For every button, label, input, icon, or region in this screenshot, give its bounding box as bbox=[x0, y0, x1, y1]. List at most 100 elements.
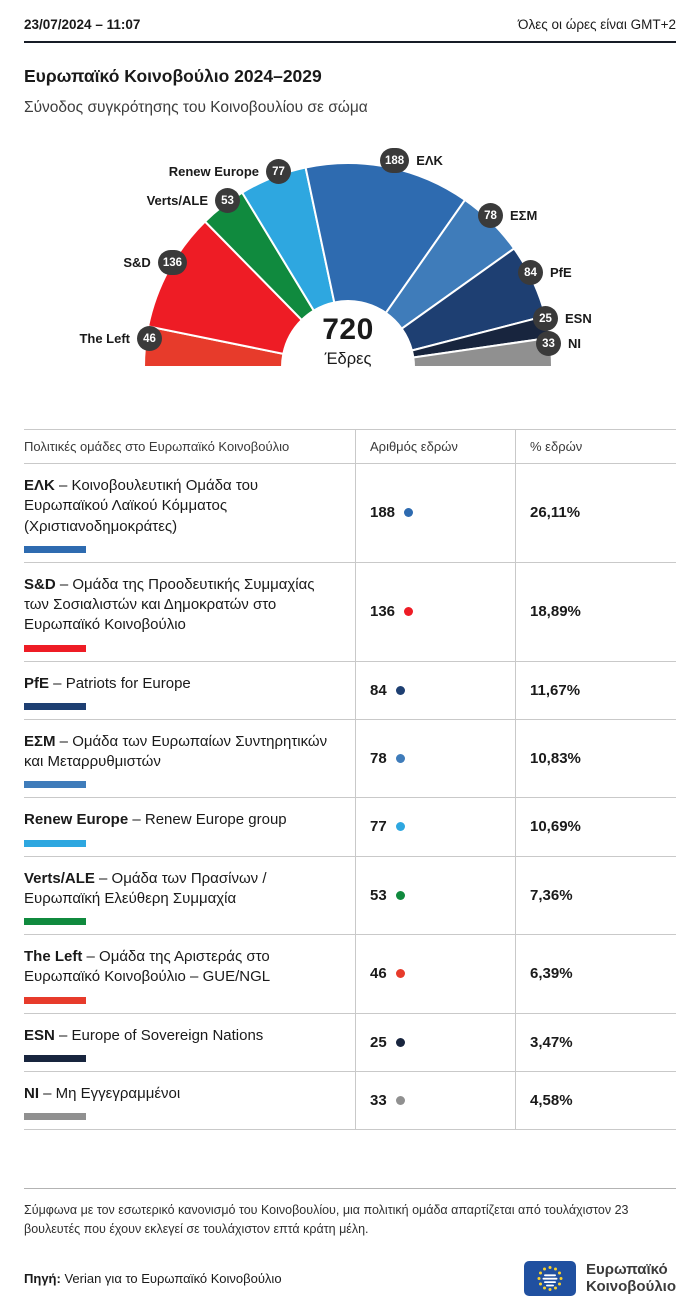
group-name-cell: ESN – Europe of Sovereign Nations bbox=[24, 1014, 355, 1071]
page-subtitle: Σύνοδος συγκρότησης του Κοινοβουλίου σε … bbox=[24, 99, 368, 116]
group-color-bar bbox=[24, 781, 86, 789]
group-description: ΕΣΜ – Ομάδα των Ευρωπαίων Συντηρητικών κ… bbox=[24, 732, 328, 770]
chart-label-elk: 188 ΕΛΚ bbox=[380, 148, 443, 173]
percent-cell: 6,39% bbox=[515, 935, 676, 1013]
table-row-verts: Verts/ALE – Ομάδα των Πρασίνων / Ευρωπαϊ… bbox=[24, 856, 676, 935]
percent-cell: 3,47% bbox=[515, 1013, 676, 1071]
group-name-cell: ΕΣΜ – Ομάδα των Ευρωπαίων Συντηρητικών κ… bbox=[24, 720, 355, 798]
seat-count-badge: 188 bbox=[380, 148, 410, 173]
chart-group-name: Verts/ALE bbox=[146, 193, 208, 208]
group-color-bar bbox=[24, 1113, 86, 1120]
group-name-cell: S&D – Ομάδα της Προοδευτικής Συμμαχίας τ… bbox=[24, 563, 355, 661]
group-name-cell: NI – Μη Εγγεγραμμένοι bbox=[24, 1072, 355, 1129]
seats-cell: 84 bbox=[355, 661, 515, 719]
ep-logo: Ευρωπαϊκό Κοινοβούλιο bbox=[523, 1260, 676, 1296]
seats-value: 84 bbox=[370, 681, 387, 699]
table-row-renew: Renew Europe – Renew Europe group 77 10,69… bbox=[24, 798, 676, 857]
seats-cell: 46 bbox=[355, 935, 515, 1013]
seat-color-dot bbox=[395, 1037, 405, 1047]
group-description: PfE – Patriots for Europe bbox=[24, 674, 191, 692]
percent-cell: 10,69% bbox=[515, 798, 676, 856]
timezone-note: Όλες οι ώρες είναι GMT+2 bbox=[518, 17, 676, 32]
seats-value: 78 bbox=[370, 750, 387, 767]
seat-color-dot bbox=[395, 1095, 405, 1105]
seats-value: 33 bbox=[370, 1091, 387, 1109]
page-title: Ευρωπαϊκό Κοινοβούλιο 2024–2029 bbox=[24, 66, 322, 86]
group-color-bar bbox=[24, 839, 86, 847]
seat-color-dot bbox=[395, 754, 405, 763]
seats-cell: 136 bbox=[355, 562, 515, 661]
percent-cell: 10,83% bbox=[515, 719, 676, 798]
column-header-seats: Αριθμός εδρών bbox=[355, 430, 515, 463]
seat-count-badge: 136 bbox=[157, 250, 187, 275]
group-name-cell: Verts/ALE – Ομάδα των Πρασίνων / Ευρωπαϊ… bbox=[24, 857, 355, 935]
chart-group-name: The Left bbox=[79, 331, 130, 346]
percent-cell: 26,11% bbox=[515, 464, 676, 562]
seat-count-badge: 46 bbox=[137, 326, 162, 351]
group-color-bar bbox=[24, 702, 86, 710]
chart-group-name: PfE bbox=[550, 265, 572, 280]
percent-cell: 18,89% bbox=[515, 562, 676, 661]
seat-count-badge: 25 bbox=[533, 306, 558, 331]
table-header-row: Πολιτικές ομάδες στο Ευρωπαϊκό Κοινοβούλ… bbox=[24, 430, 676, 464]
group-description: ΕΛΚ – Κοινοβουλευτική Ομάδα του Ευρωπαϊκ… bbox=[24, 477, 259, 535]
group-color-bar bbox=[24, 1054, 86, 1062]
group-name-cell: The Left – Ομάδα της Αριστεράς στο Ευρωπ… bbox=[24, 935, 355, 1013]
seats-value: 46 bbox=[370, 965, 387, 983]
chart-group-name: S&D bbox=[123, 255, 151, 270]
seat-count-badge: 53 bbox=[215, 188, 240, 213]
seat-color-dot bbox=[395, 969, 405, 979]
ep-flag-icon bbox=[523, 1260, 576, 1296]
seat-color-dot bbox=[395, 822, 405, 832]
source-label: Πηγή: bbox=[24, 1270, 61, 1286]
group-name-cell: ΕΛΚ – Κοινοβουλευτική Ομάδα του Ευρωπαϊκ… bbox=[24, 464, 355, 562]
group-color-bar bbox=[24, 918, 86, 925]
seat-count-badge: 84 bbox=[518, 260, 543, 285]
group-description: ESN – Europe of Sovereign Nations bbox=[24, 1026, 264, 1044]
table-row-elk: ΕΛΚ – Κοινοβουλευτική Ομάδα του Ευρωπαϊκ… bbox=[24, 464, 676, 563]
seats-cell: 188 bbox=[355, 464, 515, 562]
table-row-sd: S&D – Ομάδα της Προοδευτικής Συμμαχίας τ… bbox=[24, 562, 676, 662]
seat-color-dot bbox=[404, 607, 414, 617]
chart-label-verts: Verts/ALE 53 bbox=[147, 188, 240, 213]
chart-label-ni: 33 NI bbox=[536, 331, 581, 356]
percent-cell: 4,58% bbox=[515, 1071, 676, 1129]
header-divider bbox=[24, 41, 676, 43]
chart-label-left: The Left 46 bbox=[79, 326, 162, 351]
ep-logo-text: Ευρωπαϊκό Κοινοβούλιο bbox=[586, 1261, 676, 1296]
table-row-left: The Left – Ομάδα της Αριστεράς στο Ευρωπ… bbox=[24, 935, 676, 1014]
table-row-pfe: PfE – Patriots for Europe 84 11,67% bbox=[24, 661, 676, 720]
seat-color-dot bbox=[404, 508, 414, 518]
table-body: ΕΛΚ – Κοινοβουλευτική Ομάδα του Ευρωπαϊκ… bbox=[24, 464, 676, 1130]
source-value: Verian για το Ευρωπαϊκό Κοινοβούλιο bbox=[60, 1270, 282, 1286]
chart-label-renew: Renew Europe 77 bbox=[169, 159, 291, 184]
chart-center: 720 Έδρες bbox=[278, 313, 418, 369]
column-header-groups: Πολιτικές ομάδες στο Ευρωπαϊκό Κοινοβούλ… bbox=[24, 439, 290, 454]
datetime-stamp: 23/07/2024 – 11:07 bbox=[24, 17, 141, 32]
chart-group-name: ESN bbox=[565, 311, 592, 326]
chart-label-esm: 78 ΕΣΜ bbox=[478, 203, 537, 228]
group-color-bar bbox=[24, 996, 86, 1004]
chart-group-name: NI bbox=[568, 336, 581, 351]
seats-value: 188 bbox=[370, 504, 396, 522]
total-seats-value: 720 bbox=[322, 313, 374, 346]
percent-cell: 11,67% bbox=[515, 661, 676, 719]
hemicycle-slice-elk bbox=[304, 162, 467, 315]
seats-cell: 25 bbox=[355, 1013, 515, 1071]
top-bar: 23/07/2024 – 11:07 Όλες οι ώρες είναι GM… bbox=[24, 0, 676, 32]
group-description: S&D – Ομάδα της Προοδευτικής Συμμαχίας τ… bbox=[24, 575, 315, 634]
group-description: NI – Μη Εγγεγραμμένοι bbox=[24, 1084, 181, 1102]
seats-value: 136 bbox=[370, 603, 396, 621]
seats-value: 25 bbox=[370, 1033, 387, 1051]
seats-cell: 77 bbox=[355, 798, 515, 856]
group-color-bar bbox=[24, 644, 86, 652]
chart-group-name: ΕΣΜ bbox=[510, 208, 538, 223]
seats-cell: 33 bbox=[355, 1071, 515, 1129]
group-name-cell: PfE – Patriots for Europe bbox=[24, 662, 355, 719]
group-description: Verts/ALE – Ομάδα των Πρασίνων / Ευρωπαϊ… bbox=[24, 869, 267, 907]
group-description: The Left – Ομάδα της Αριστεράς στο Ευρωπ… bbox=[24, 948, 271, 986]
seats-value: 53 bbox=[370, 886, 387, 904]
chart-label-pfe: 84 PfE bbox=[518, 260, 572, 285]
group-color-bar bbox=[24, 545, 86, 553]
